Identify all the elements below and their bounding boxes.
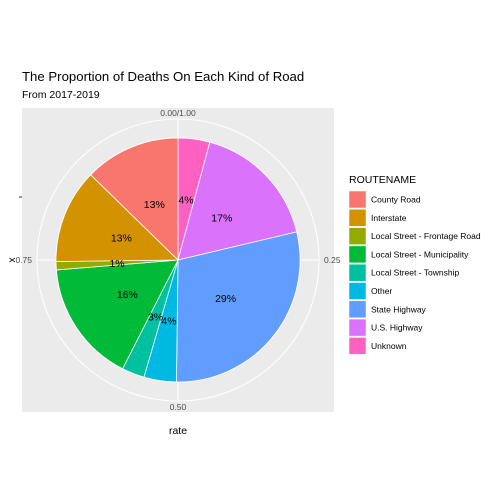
legend-key-u-s-highway — [348, 318, 367, 337]
chart-subtitle: From 2017-2019 — [22, 89, 100, 101]
slice-label-state-highway: 29% — [215, 293, 236, 305]
legend-key-local-street-municipality — [348, 245, 367, 264]
slice-label-u-s-highway: 17% — [211, 213, 232, 225]
slice-label-unknown: 4% — [178, 195, 193, 207]
legend-key-county-road — [348, 190, 367, 209]
legend-title: ROUTENAME — [349, 174, 416, 186]
pie-slices — [55, 137, 301, 383]
slice-label-county-road: 13% — [144, 199, 165, 211]
legend: County Road Interstate Local Street - Fron… — [348, 190, 481, 355]
angle-tick-label: 0.00/1.00 — [160, 108, 196, 118]
angle-tick-label: 0.75 — [15, 255, 32, 265]
x-axis-title: rate — [169, 425, 187, 437]
legend-key-unknown — [348, 337, 367, 355]
legend-key-other — [348, 282, 367, 300]
legend-key-interstate — [348, 209, 367, 227]
pie-slice-interstate — [55, 174, 179, 262]
legend-label-county-road: County Road — [371, 195, 421, 205]
legend-key-local-street-township — [348, 263, 367, 282]
slice-labels: 4%17%29%4%3%16%1%13%13% — [109, 195, 236, 328]
pie-slice-u-s-highway — [177, 141, 298, 261]
y-axis-title: x — [6, 257, 18, 263]
legend-label-local-street-township: Local Street - Township — [371, 268, 459, 278]
legend-label-local-street-municipality: Local Street - Municipality — [371, 249, 469, 259]
angle-tick-labels: 0.00/1.00 0.25 0.50 0.75 — [15, 108, 340, 412]
legend-label-other: Other — [371, 286, 392, 296]
legend-key-local-street-frontage-road — [348, 227, 367, 245]
legend-label-interstate: Interstate — [371, 213, 407, 223]
legend-label-unknown: Unknown — [371, 341, 407, 351]
angle-tick-label: 0.25 — [324, 255, 341, 265]
angle-tick-label: 0.50 — [170, 402, 187, 412]
legend-label-local-street-frontage-road: Local Street - Frontage Road — [371, 231, 481, 241]
legend-label-u-s-highway: U.S. Highway — [371, 323, 423, 333]
slice-label-local-street-frontage-road: 1% — [109, 258, 124, 270]
pie-slice-state-highway — [176, 231, 301, 383]
slice-label-local-street-municipality: 16% — [117, 289, 138, 301]
legend-label-state-highway: State Highway — [371, 304, 427, 314]
pie-slice-county-road — [90, 137, 179, 261]
chart-title: The Proportion of Deaths On Each Kind of… — [22, 69, 304, 84]
legend-key-state-highway — [348, 300, 367, 319]
slice-label-local-street-township: 3% — [148, 312, 163, 324]
slice-label-interstate: 13% — [111, 232, 132, 244]
slice-label-other: 4% — [161, 315, 176, 327]
pie-slice-local-street-municipality — [55, 259, 179, 370]
